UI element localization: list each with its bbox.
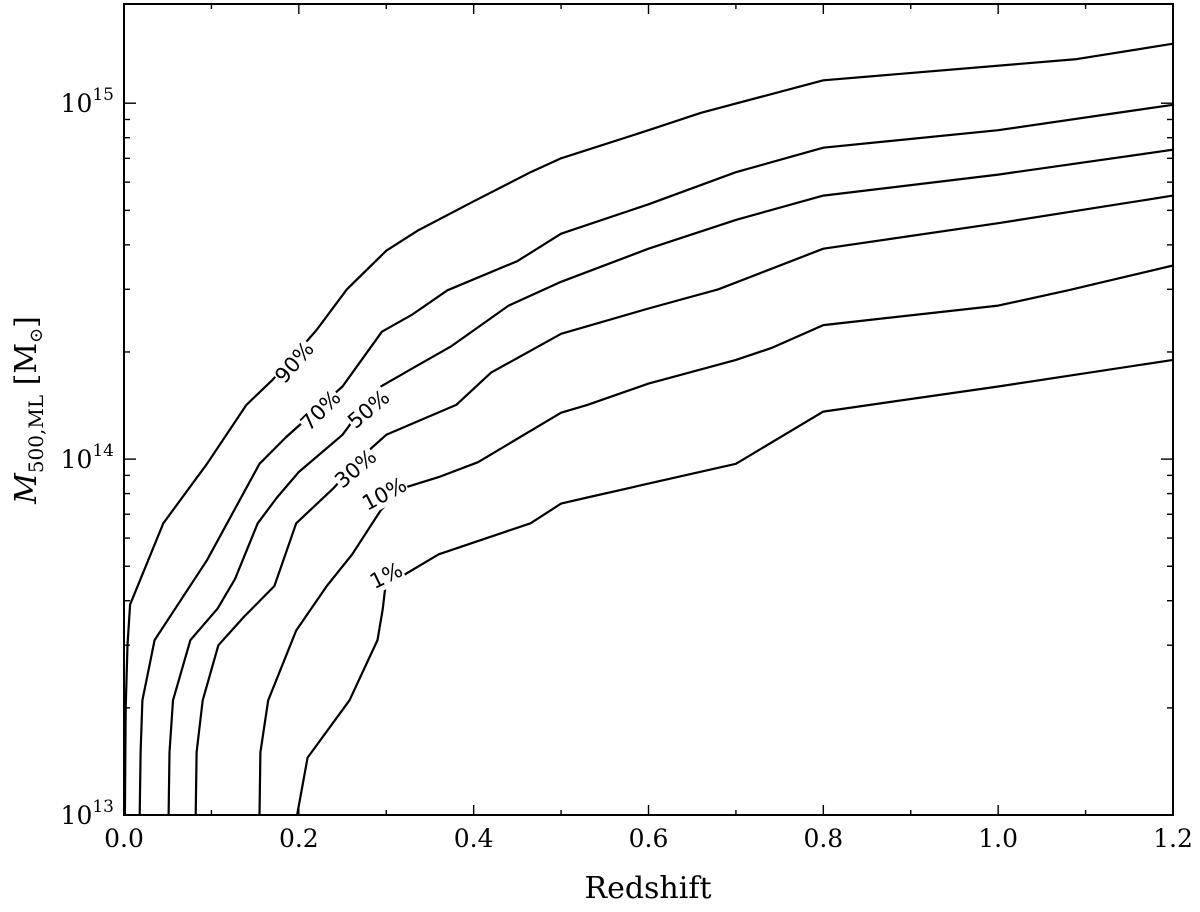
contour-label-50pct: 50% — [343, 385, 394, 433]
contour-label-group: 10% — [357, 470, 411, 516]
contour-label-mask — [294, 383, 346, 436]
contour-label-mask — [341, 383, 395, 434]
y-tick-label: 1014 — [61, 441, 114, 474]
x-tick-label: 1.0 — [978, 824, 1018, 853]
contour-label-group: 1% — [364, 555, 407, 595]
contour-label-mask — [357, 470, 411, 516]
contour-line-1pct — [296, 358, 1175, 817]
contour-line-10pct — [258, 264, 1175, 817]
contour-label-1pct: 1% — [366, 558, 406, 594]
x-tick-label: 0.6 — [629, 824, 669, 853]
contour-line-90pct — [123, 42, 1175, 817]
y-tick-label: 1015 — [61, 85, 114, 118]
plot-frame — [123, 3, 1174, 816]
contour-label-mask — [268, 335, 319, 389]
contour-label-70pct: 70% — [296, 385, 346, 435]
contour-label-90pct: 90% — [270, 337, 319, 388]
contour-line-50pct — [167, 148, 1175, 817]
contour-label-mask — [364, 555, 407, 595]
y-axis-label: M500,ML [M⊙] — [9, 316, 48, 505]
chart-axes: 0.0 0.2 0.4 0.6 0.8 1.0 1.2 1013 1014 1015 — [61, 4, 1193, 853]
x-tick-label: 0.4 — [454, 824, 494, 853]
y-axis-label-subscript: 500,ML — [24, 395, 48, 473]
x-axis-label: Redshift — [584, 871, 711, 906]
x-tick-label: 1.2 — [1153, 824, 1193, 853]
contour-labels: 90%70%50%30%10%1% — [268, 335, 411, 595]
contour-label-group: 90% — [268, 335, 319, 389]
y-axis-label-unit-close: ] — [9, 316, 44, 328]
x-tick-label: 0.0 — [104, 824, 144, 853]
y-axis-label-unit-open: [M — [9, 343, 44, 385]
y-axis-label-unit-symbol: ⊙ — [26, 328, 47, 343]
contour-label-mask — [328, 442, 382, 493]
y-tick-label: 1013 — [61, 797, 114, 830]
y-axis-label-symbol: M — [9, 472, 44, 505]
contour-line-30pct — [194, 194, 1175, 817]
chart-marks — [123, 42, 1175, 817]
x-tick-label: 0.8 — [803, 824, 843, 853]
contour-line-70pct — [138, 103, 1175, 817]
x-tick-label: 0.2 — [279, 824, 319, 853]
